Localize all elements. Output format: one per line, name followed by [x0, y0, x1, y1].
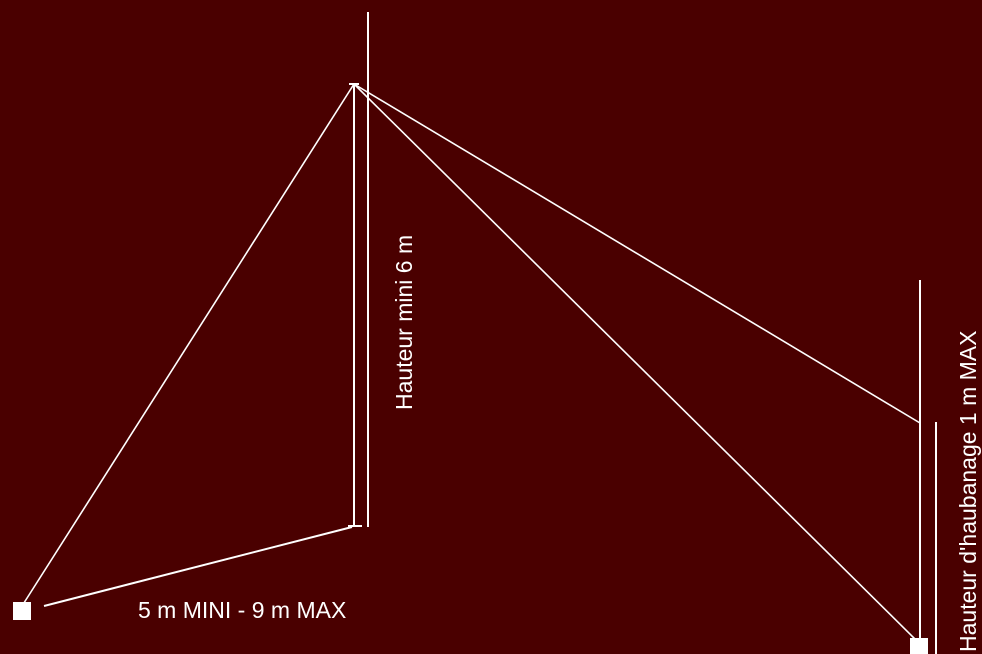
wire-right-lower [353, 83, 919, 643]
right-anchor-square [910, 638, 928, 654]
left-anchor-square [13, 602, 31, 620]
base-distance-line [43, 526, 353, 607]
base-distance-label: 5 m MINI - 9 m MAX [138, 597, 346, 623]
wire-left [21, 83, 355, 607]
mast-height-label: Hauteur mini 6 m [391, 235, 417, 410]
wire-right-upper [353, 83, 921, 424]
guy-height-label: Hauteur d'haubanage 1 m MAX [955, 331, 981, 652]
